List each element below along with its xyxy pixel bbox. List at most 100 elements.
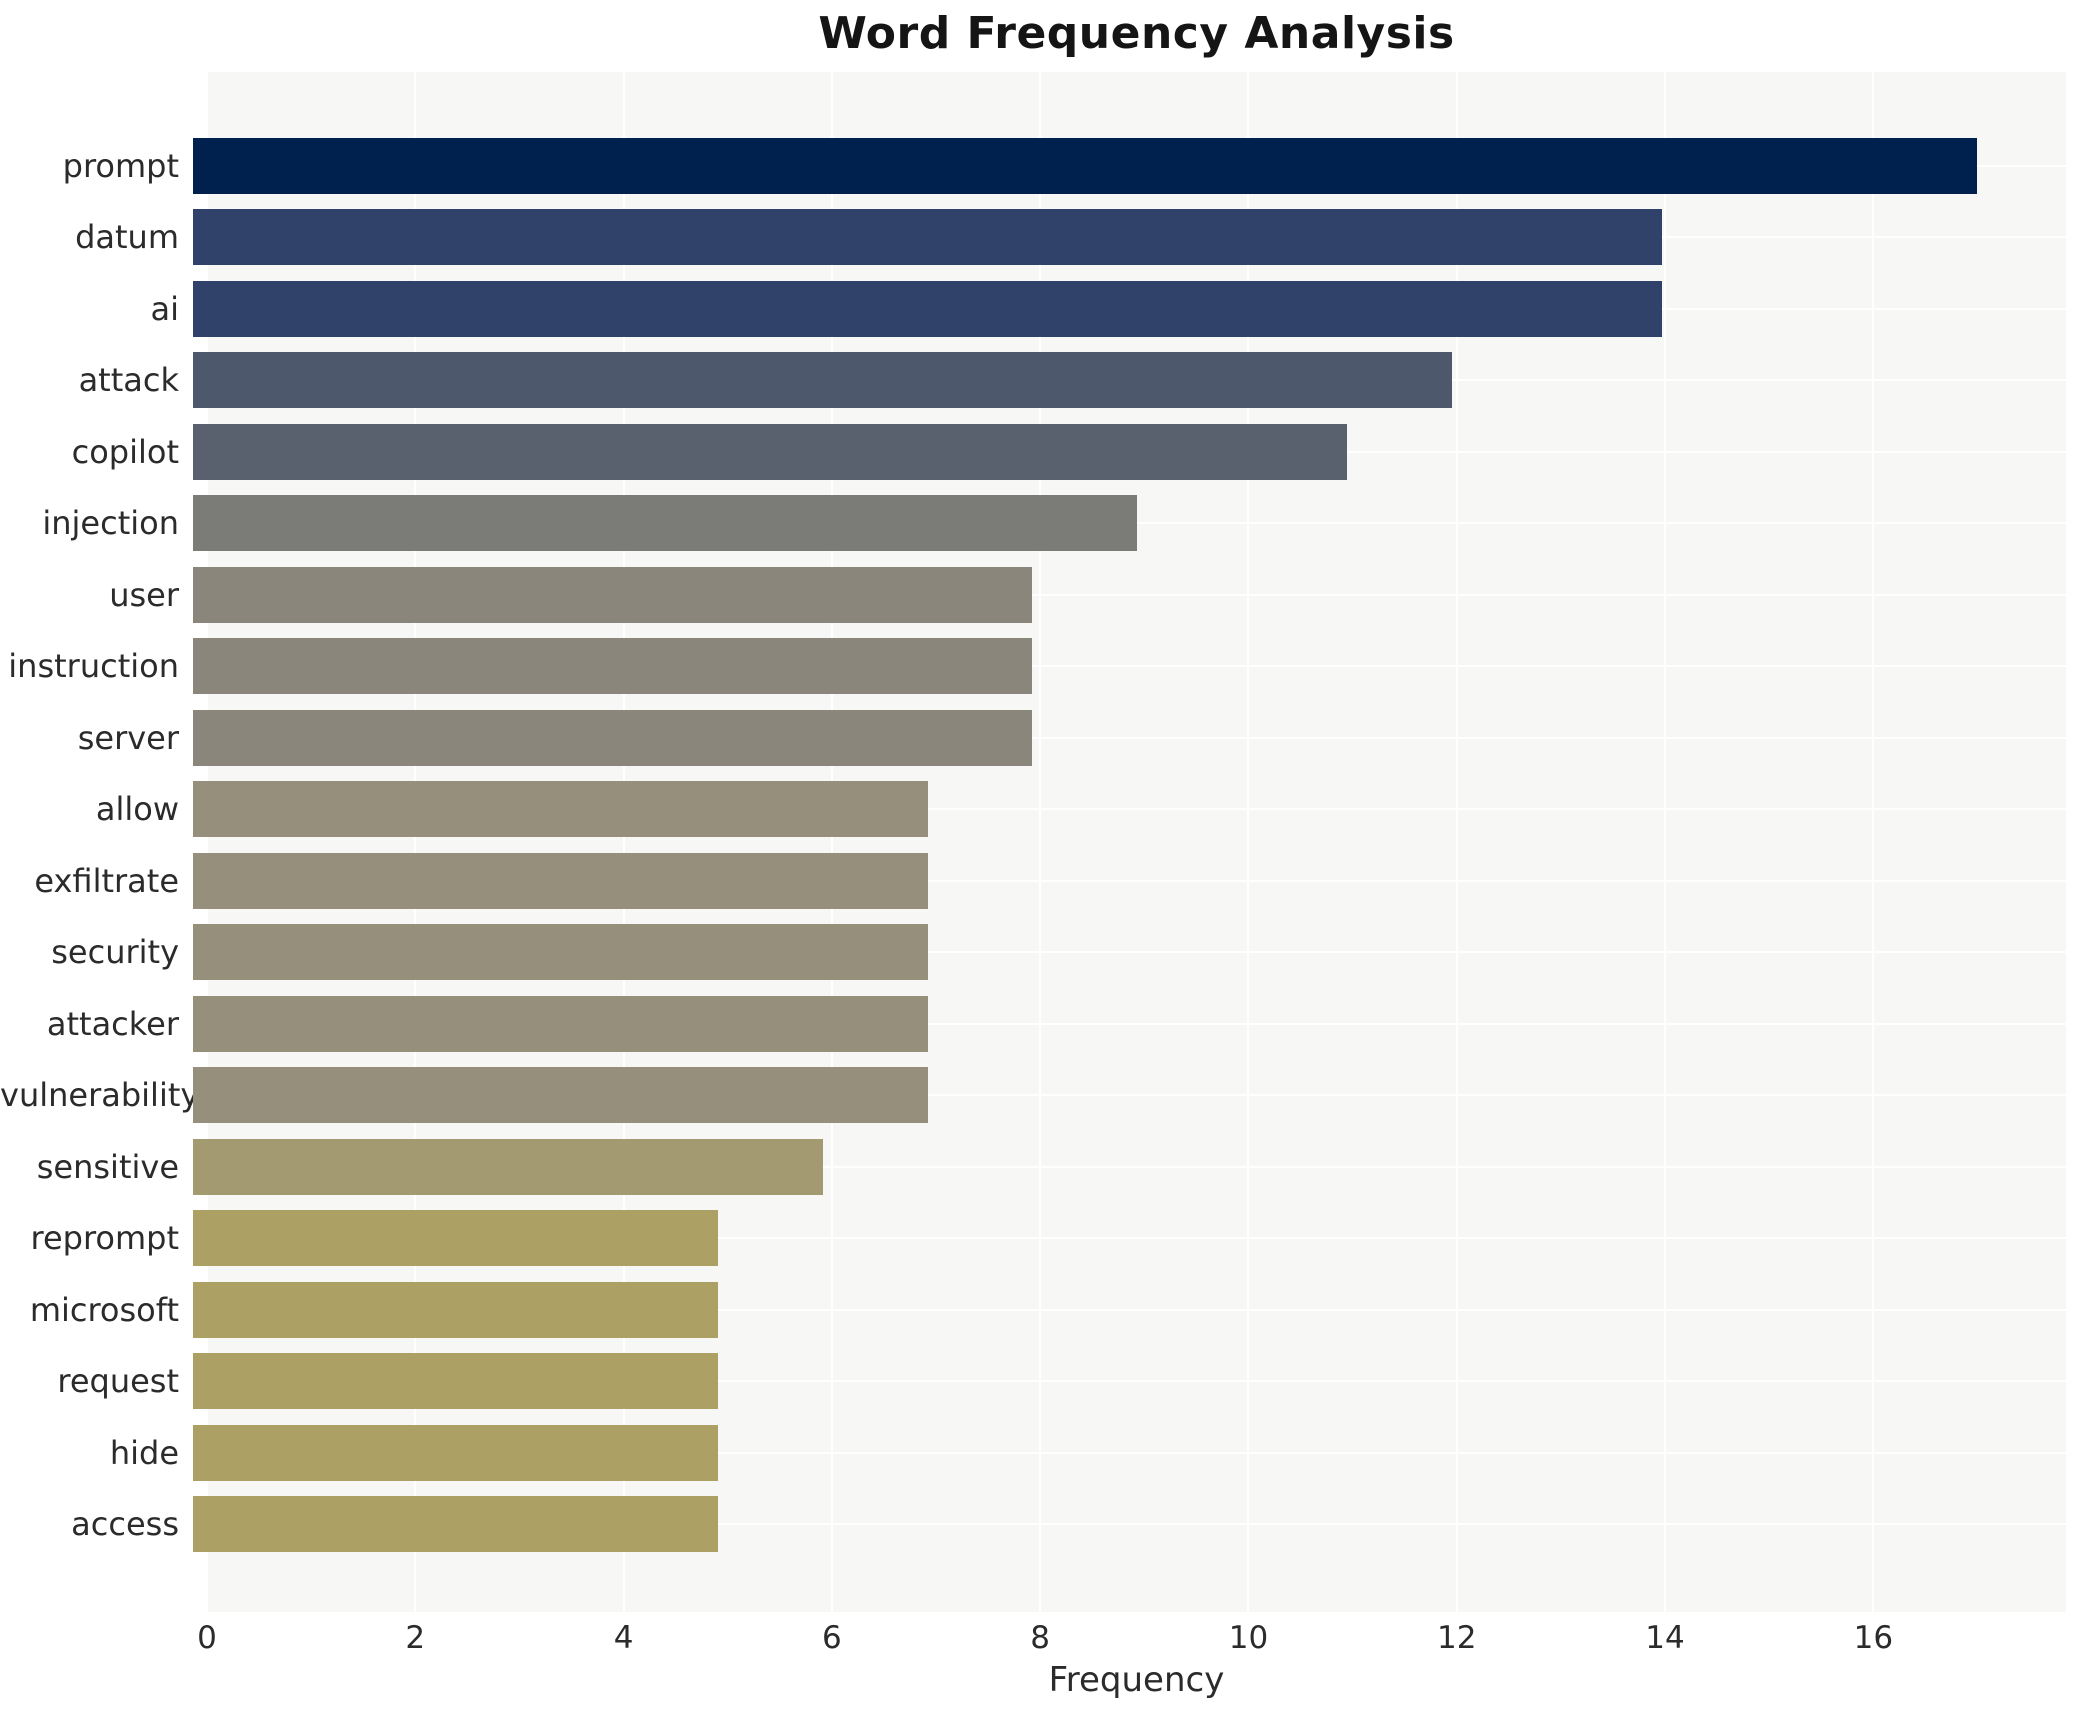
ytick-label-injection: injection <box>42 504 179 543</box>
bar-hide <box>193 1424 718 1481</box>
ytick-label-attacker: attacker <box>46 1004 179 1043</box>
ytick-label-attack: attack <box>78 361 179 400</box>
bar-row-attacker: attacker <box>0 988 2085 1060</box>
bar-copilot <box>193 423 1348 480</box>
ytick-label-security: security <box>51 933 179 972</box>
vertical-gridline <box>830 72 833 1612</box>
bar-row-ai: ai <box>0 273 2085 345</box>
bar-row-reprompt: reprompt <box>0 1203 2085 1275</box>
bar-track <box>193 273 2066 345</box>
ytick-label-user: user <box>109 575 179 614</box>
bar-track <box>193 1489 2066 1561</box>
horizontal-gridline <box>193 665 2066 668</box>
xtick-label-10: 10 <box>1228 1620 1269 1656</box>
bar-track <box>193 774 2066 846</box>
bar-row-server: server <box>0 702 2085 774</box>
xtick-label-14: 14 <box>1645 1620 1685 1656</box>
horizontal-gridline <box>193 1237 2066 1240</box>
ytick-label-prompt: prompt <box>62 146 179 185</box>
bar-security <box>193 924 928 981</box>
bar-track <box>193 416 2066 488</box>
bar-row-allow: allow <box>0 774 2085 846</box>
bar-track <box>193 202 2066 274</box>
bar-track <box>193 631 2066 703</box>
bar-row-request: request <box>0 1346 2085 1418</box>
bar-reprompt <box>193 1210 718 1267</box>
x-axis-label: Frequency <box>1048 1660 1225 1700</box>
bar-row-injection: injection <box>0 488 2085 560</box>
bar-track <box>193 1274 2066 1346</box>
x-axis: 0 2 4 6 8 10 12 14 16 <box>197 1612 2066 1658</box>
horizontal-gridline <box>193 1308 2066 1311</box>
bar-track <box>193 702 2066 774</box>
xtick-label-4: 4 <box>613 1620 634 1656</box>
xtick-label-12: 12 <box>1437 1620 1477 1656</box>
bar-track <box>193 1060 2066 1132</box>
horizontal-gridline <box>193 808 2066 811</box>
horizontal-gridline <box>193 593 2066 596</box>
bar-access <box>193 1496 718 1553</box>
bar-track <box>193 488 2066 560</box>
bar-datum <box>193 209 1663 266</box>
ytick-label-hide: hide <box>109 1433 179 1472</box>
bar-track <box>193 345 2066 417</box>
bar-exfiltrate <box>193 852 928 909</box>
ytick-label-allow: allow <box>95 790 179 829</box>
horizontal-gridline <box>193 951 2066 954</box>
xtick-label-16: 16 <box>1853 1620 1894 1656</box>
bar-track <box>193 917 2066 989</box>
vertical-gridline <box>206 72 208 1612</box>
bar-row-copilot: copilot <box>0 416 2085 488</box>
bar-user <box>193 566 1033 623</box>
bar-instruction <box>193 638 1033 695</box>
ytick-label-exfiltrate: exfiltrate <box>34 861 179 900</box>
ytick-label-datum: datum <box>75 218 179 257</box>
bar-row-user: user <box>0 559 2085 631</box>
bar-rows: prompt datum ai attack copilot injection user i… <box>0 72 2085 1612</box>
bar-injection <box>193 495 1138 552</box>
bar-track <box>193 1346 2066 1418</box>
bar-microsoft <box>193 1281 718 1338</box>
vertical-gridline <box>414 72 417 1612</box>
horizontal-gridline <box>193 1094 2066 1097</box>
horizontal-gridline <box>193 1165 2066 1168</box>
ytick-label-vulnerability: vulnerability <box>0 1076 200 1115</box>
bar-row-prompt: prompt <box>0 130 2085 202</box>
xtick-label-2: 2 <box>405 1620 426 1656</box>
horizontal-gridline <box>193 1022 2066 1025</box>
ytick-label-instruction: instruction <box>8 647 179 686</box>
vertical-gridline <box>1455 72 1458 1612</box>
bar-request <box>193 1353 718 1410</box>
bar-row-exfiltrate: exfiltrate <box>0 845 2085 917</box>
bar-allow <box>193 781 928 838</box>
ytick-label-copilot: copilot <box>71 432 179 471</box>
bar-row-microsoft: microsoft <box>0 1274 2085 1346</box>
bar-row-security: security <box>0 917 2085 989</box>
bar-track <box>193 988 2066 1060</box>
bar-track <box>193 1131 2066 1203</box>
bar-track <box>193 845 2066 917</box>
plot-area: prompt datum ai attack copilot injection user i… <box>0 72 2085 1612</box>
bar-track <box>193 1203 2066 1275</box>
ytick-label-ai: ai <box>150 289 180 328</box>
xtick-label-6: 6 <box>821 1620 842 1656</box>
bar-row-access: access <box>0 1489 2085 1561</box>
bar-row-attack: attack <box>0 345 2085 417</box>
horizontal-gridline <box>193 736 2066 739</box>
bar-track <box>193 559 2066 631</box>
vertical-gridline <box>1664 72 1667 1612</box>
ytick-label-sensitive: sensitive <box>36 1147 179 1186</box>
vertical-gridline <box>1872 72 1875 1612</box>
bar-attack <box>193 352 1453 409</box>
horizontal-gridline <box>193 879 2066 882</box>
horizontal-gridline <box>193 1523 2066 1526</box>
bar-sensitive <box>193 1138 823 1195</box>
vertical-gridline <box>622 72 625 1612</box>
vertical-gridline <box>1247 72 1250 1612</box>
chart-title: Word Frequency Analysis <box>818 8 1455 59</box>
bar-row-datum: datum <box>0 202 2085 274</box>
ytick-label-reprompt: reprompt <box>30 1219 179 1258</box>
bar-row-hide: hide <box>0 1417 2085 1489</box>
bar-row-sensitive: sensitive <box>0 1131 2085 1203</box>
